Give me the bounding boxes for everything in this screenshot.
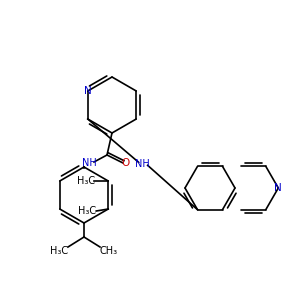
Text: CH₃: CH₃ [100, 246, 118, 256]
Text: N: N [84, 86, 92, 96]
Text: NH: NH [82, 158, 96, 168]
Text: NH: NH [135, 159, 150, 169]
Text: H₃C: H₃C [77, 176, 95, 186]
Text: N: N [274, 183, 282, 193]
Text: H₃C: H₃C [50, 246, 68, 256]
Text: H₃C: H₃C [78, 206, 96, 216]
Text: O: O [122, 158, 130, 168]
